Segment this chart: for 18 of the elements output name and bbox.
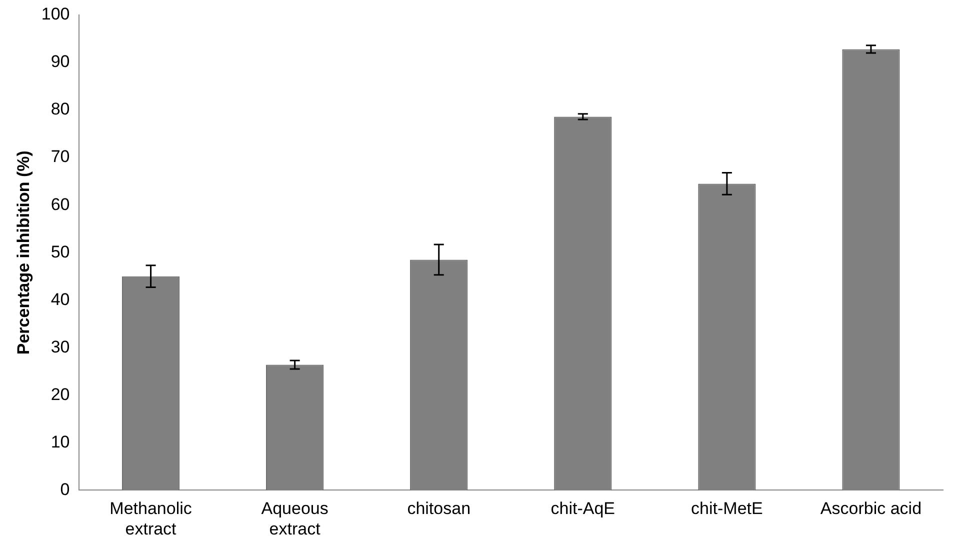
x-tick-label: chitosan [407,499,471,518]
y-tick-label: 100 [41,4,70,24]
y-tick-label: 70 [50,147,70,166]
y-tick-label: 40 [50,290,70,309]
y-tick-label: 80 [50,100,70,119]
x-tick-label: Aqueous extract [261,499,328,538]
y-tick-label: 0 [60,480,70,499]
x-tick-label: Methanolic extract [110,499,192,538]
y-tick-label: 50 [50,242,70,262]
y-tick-label: 20 [50,384,70,404]
x-tick-label: chit-MetE [691,499,763,518]
y-axis-title: Percentage inhibition (%) [14,150,33,355]
x-tick-label: Ascorbic acid [820,499,922,518]
y-tick-label: 30 [50,337,70,356]
x-tick-label: chit-AqE [550,499,616,518]
y-tick-label: 90 [50,52,70,72]
y-tick-label: 10 [50,432,70,452]
y-tick-label: 60 [50,194,70,214]
